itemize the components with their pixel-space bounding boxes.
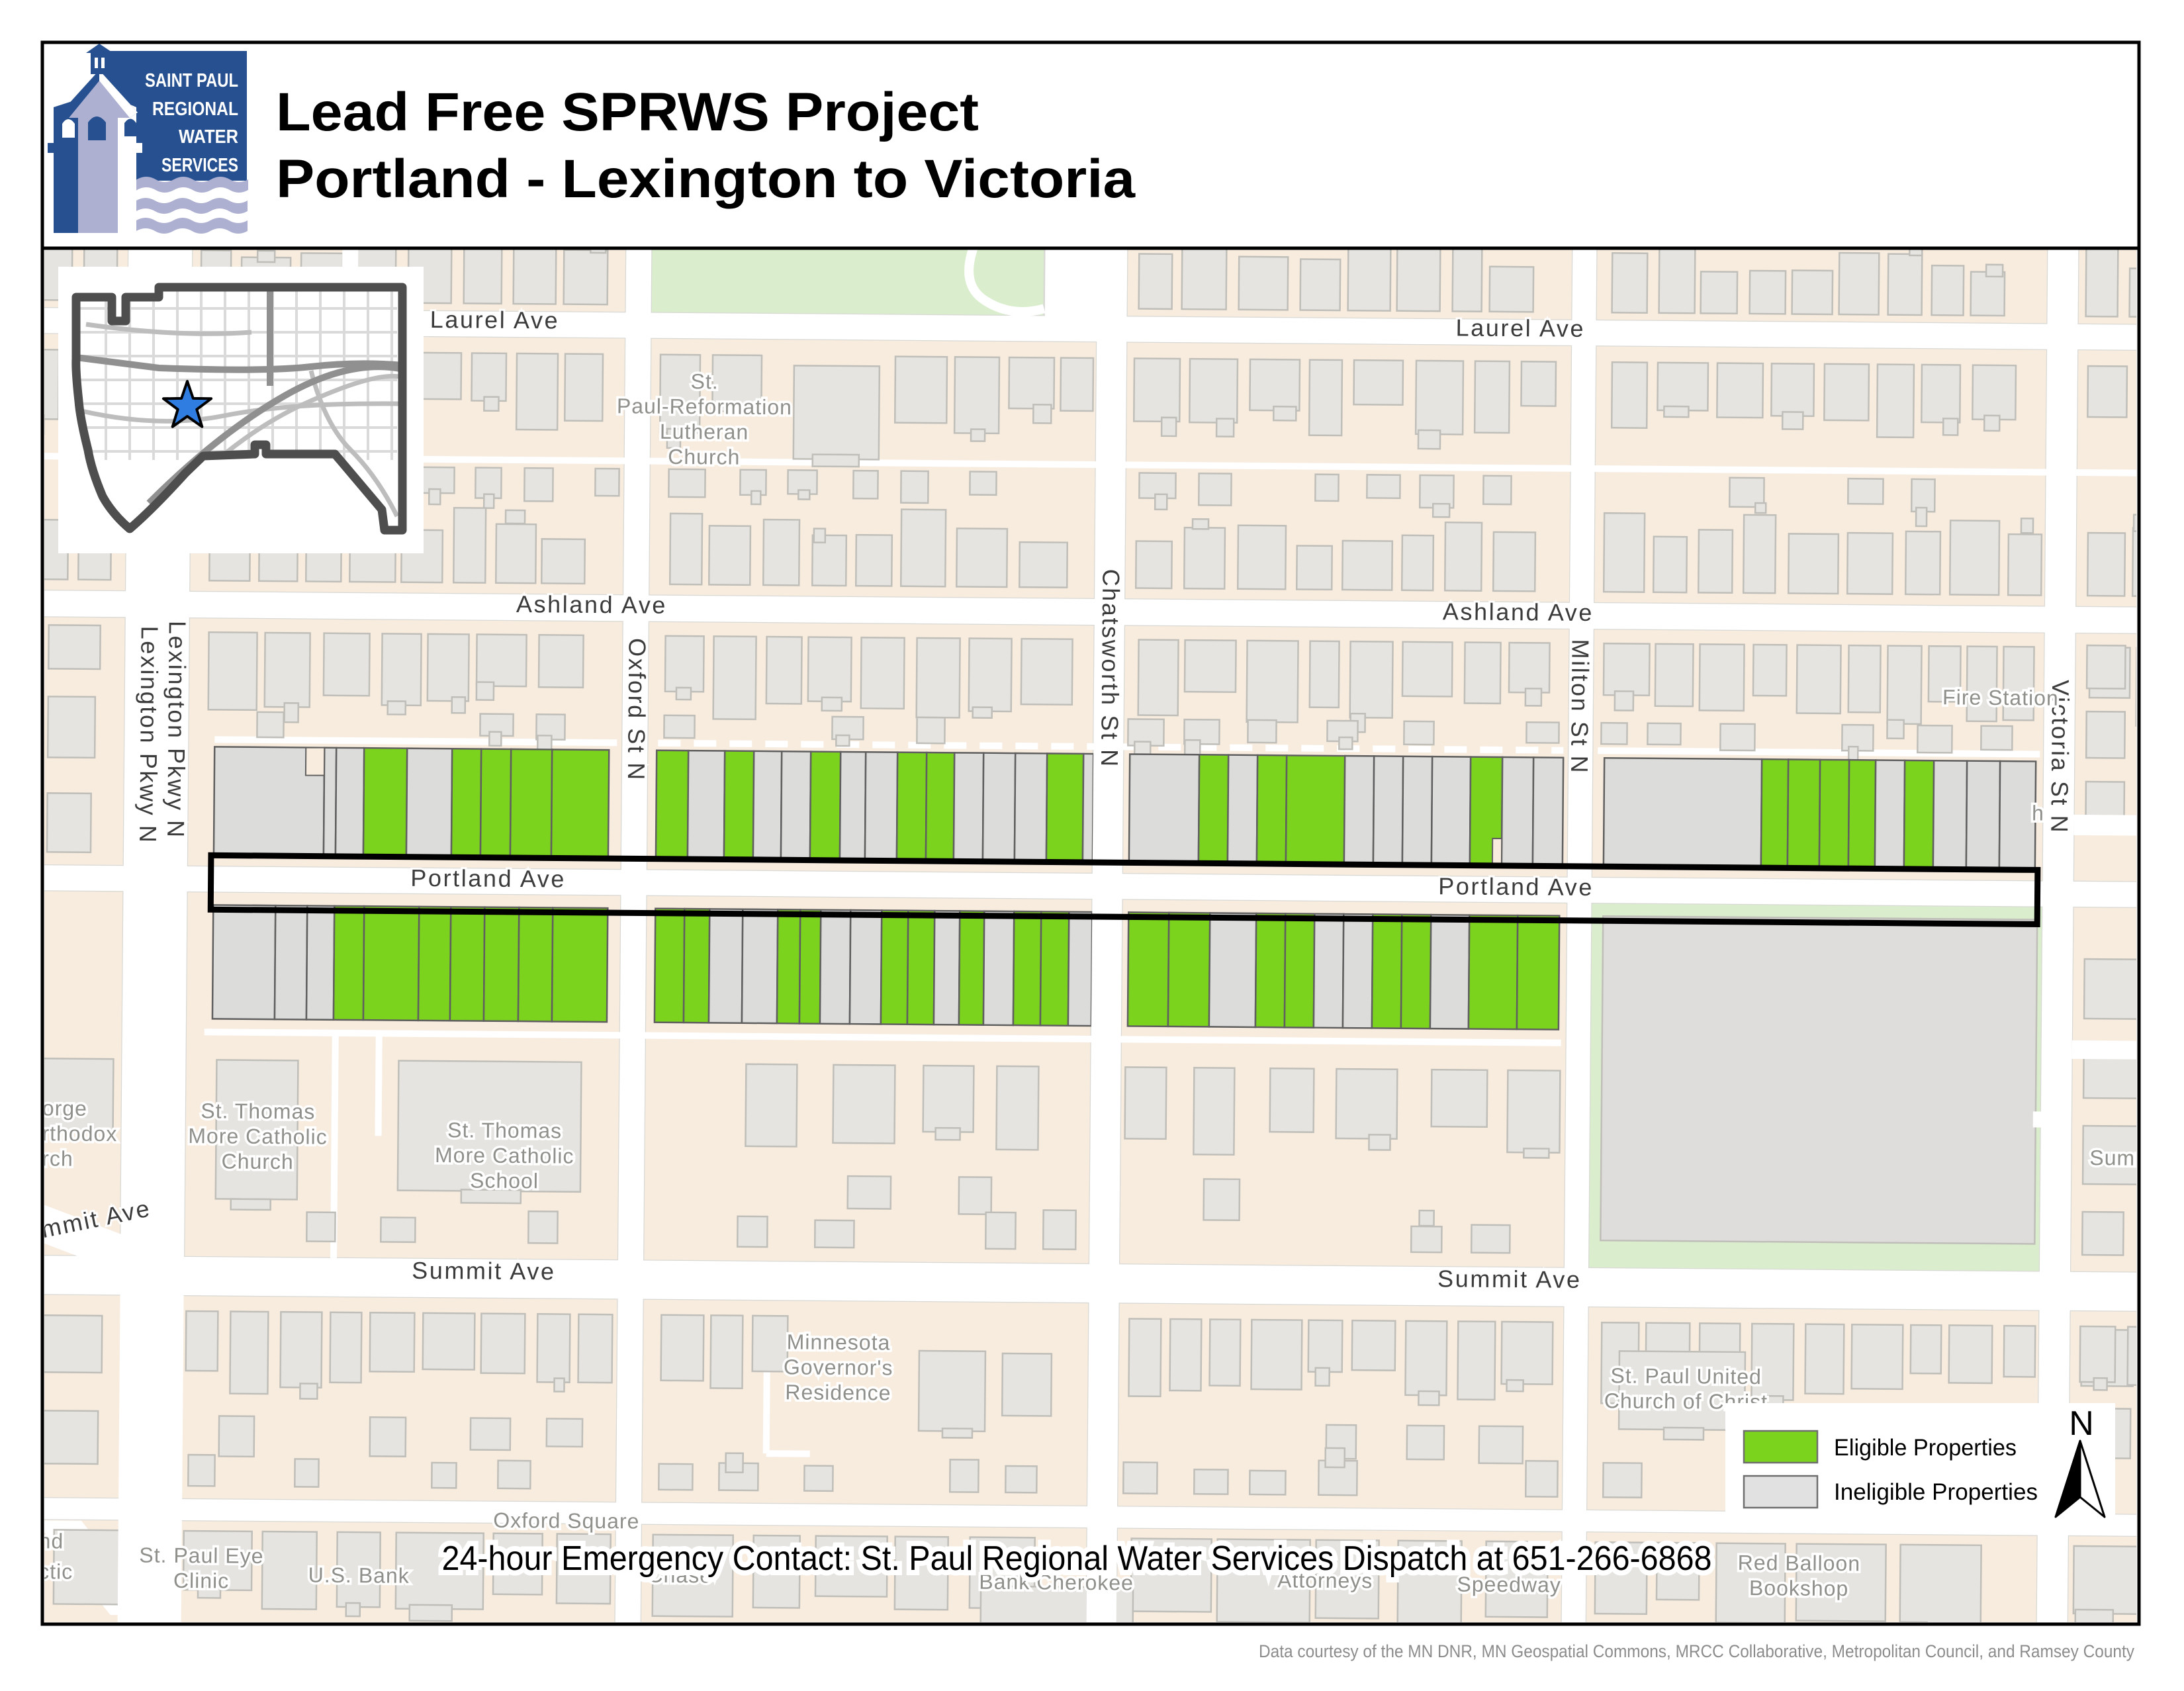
svg-text:Ashland Ave: Ashland Ave bbox=[516, 590, 667, 619]
svg-text:24-hour Emergency Contact: St.: 24-hour Emergency Contact: St. Paul Regi… bbox=[442, 1539, 1712, 1578]
svg-text:Church: Church bbox=[668, 445, 740, 469]
svg-text:Chatsworth St N: Chatsworth St N bbox=[1096, 569, 1124, 768]
svg-text:Speedway: Speedway bbox=[1457, 1572, 1561, 1596]
svg-text:Church: Church bbox=[222, 1149, 294, 1173]
svg-text:Ineligible Properties: Ineligible Properties bbox=[1834, 1479, 2038, 1505]
svg-text:Portland Ave: Portland Ave bbox=[410, 864, 566, 893]
svg-text:Governor's: Governor's bbox=[784, 1355, 893, 1379]
svg-text:Oxford Square: Oxford Square bbox=[493, 1508, 639, 1533]
svg-text:WATER: WATER bbox=[179, 126, 238, 148]
svg-text:Fire Station: Fire Station bbox=[1942, 685, 2059, 709]
svg-text:U.S. Bank: U.S. Bank bbox=[308, 1563, 410, 1588]
svg-text:h: h bbox=[2032, 801, 2044, 825]
svg-text:More Catholic: More Catholic bbox=[435, 1143, 574, 1168]
svg-text:St. Thomas: St. Thomas bbox=[447, 1118, 562, 1142]
svg-text:rch: rch bbox=[42, 1146, 73, 1170]
svg-text:rthodox: rthodox bbox=[42, 1121, 117, 1146]
svg-text:School: School bbox=[470, 1168, 539, 1193]
svg-text:Laurel Ave: Laurel Ave bbox=[430, 306, 560, 334]
svg-text:Summ: Summ bbox=[2089, 1146, 2154, 1170]
svg-text:Data courtesy of the MN DNR, M: Data courtesy of the MN DNR, MN Geospati… bbox=[1259, 1641, 2134, 1661]
svg-text:Bank Cherokee: Bank Cherokee bbox=[979, 1570, 1134, 1595]
svg-text:Minnesota: Minnesota bbox=[787, 1330, 891, 1354]
svg-text:Chase: Chase bbox=[647, 1563, 712, 1588]
svg-text:Summit Ave: Summit Ave bbox=[412, 1257, 556, 1285]
svg-text:Laurel Ave: Laurel Ave bbox=[1455, 314, 1585, 342]
svg-text:SAINT PAUL: SAINT PAUL bbox=[145, 70, 238, 91]
svg-text:N: N bbox=[2069, 1404, 2094, 1443]
svg-text:St. Paul Eye: St. Paul Eye bbox=[139, 1543, 263, 1568]
svg-text:Portland Ave: Portland Ave bbox=[1438, 872, 1594, 901]
svg-text:SERVICES: SERVICES bbox=[161, 155, 238, 176]
svg-text:nd: nd bbox=[38, 1529, 64, 1553]
svg-text:Eligible Properties: Eligible Properties bbox=[1834, 1435, 2017, 1461]
svg-text:St.: St. bbox=[691, 369, 719, 393]
svg-text:orge: orge bbox=[42, 1096, 87, 1120]
svg-text:St. Thomas: St. Thomas bbox=[201, 1099, 315, 1123]
svg-text:Summit Ave: Summit Ave bbox=[1437, 1265, 1582, 1293]
svg-text:Bookshop: Bookshop bbox=[1749, 1576, 1849, 1600]
svg-text:Oxford St N: Oxford St N bbox=[623, 638, 651, 782]
svg-text:Paul-Reformation: Paul-Reformation bbox=[617, 394, 792, 419]
svg-text:Attorneys: Attorneys bbox=[1277, 1568, 1373, 1592]
svg-text:Red Balloon: Red Balloon bbox=[1738, 1551, 1861, 1575]
svg-text:St. Paul United: St. Paul United bbox=[1610, 1363, 1762, 1389]
svg-text:Milton St N: Milton St N bbox=[1566, 639, 1594, 774]
svg-text:Victoria St N: Victoria St N bbox=[2046, 680, 2074, 835]
svg-text:Lexington Pkwy N: Lexington Pkwy N bbox=[162, 621, 191, 839]
svg-text:Portland - Lexington to Victor: Portland - Lexington to Victoria bbox=[276, 149, 1136, 209]
svg-text:Lexington Pkwy N: Lexington Pkwy N bbox=[134, 626, 163, 845]
svg-text:Lutheran: Lutheran bbox=[660, 420, 749, 444]
svg-text:Lead Free SPRWS Project: Lead Free SPRWS Project bbox=[276, 82, 979, 142]
svg-text:Clinic: Clinic bbox=[173, 1569, 230, 1593]
svg-text:Residence: Residence bbox=[785, 1380, 891, 1404]
svg-text:Ashland Ave: Ashland Ave bbox=[1443, 598, 1594, 626]
svg-text:ctic: ctic bbox=[38, 1559, 73, 1583]
svg-text:More Catholic: More Catholic bbox=[188, 1124, 328, 1149]
svg-text:REGIONAL: REGIONAL bbox=[152, 99, 238, 120]
